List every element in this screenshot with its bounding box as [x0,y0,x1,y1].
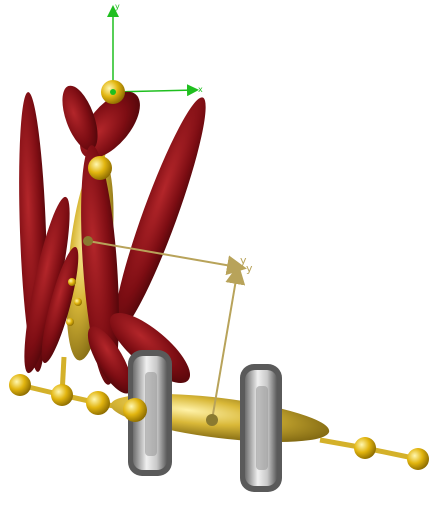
joint-shoulder-marker [110,89,116,95]
global-x-label: x [198,85,203,94]
joint-chain-3[interactable] [86,391,110,415]
marker-1 [68,278,76,286]
joint-center-marker [83,236,93,246]
weight-plate-right[interactable] [240,364,282,492]
joint-chain-1[interactable] [9,374,31,396]
joint-chain-2[interactable] [51,384,73,406]
joint-upper-arm[interactable] [88,156,112,180]
global-y-label: y [115,2,120,11]
joint-forearm-marker [206,414,218,426]
global-frame: y x [113,2,203,94]
joint-chain-6[interactable] [407,448,429,470]
joint-chain-4[interactable] [123,398,147,422]
joint-chain-5[interactable] [354,437,376,459]
marker-3 [66,318,74,326]
marker-2 [74,298,82,306]
global-x-axis [113,90,196,92]
body-frame-y-axis [212,268,238,420]
body-frame-label-2: y [246,262,253,275]
